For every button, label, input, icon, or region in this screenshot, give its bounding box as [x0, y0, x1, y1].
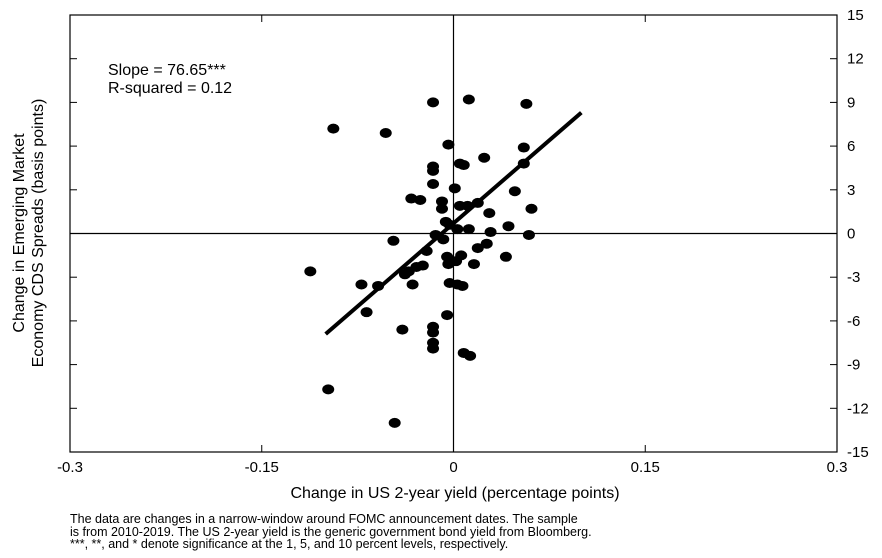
y-tick-label: 9 [847, 94, 855, 111]
data-point [456, 280, 469, 291]
x-axis-title: Change in US 2-year yield (percentage po… [290, 485, 619, 502]
data-point [322, 384, 335, 395]
data-point [484, 227, 497, 238]
data-point [427, 165, 440, 176]
data-point [388, 417, 401, 428]
y-tick-label: -6 [847, 313, 860, 330]
y-tick-label: 15 [847, 7, 864, 24]
x-tick-label: 0 [449, 459, 457, 476]
data-point [442, 259, 455, 270]
footnote-line-2: is from 2010-2019. The US 2-year yield i… [70, 524, 592, 539]
x-tick-label: 0.15 [631, 459, 660, 476]
footnote-line-1: The data are changes in a narrow-window … [70, 512, 578, 526]
data-point [427, 327, 440, 338]
data-point [355, 279, 368, 290]
data-point [517, 142, 530, 153]
y-tick-label: -12 [847, 400, 869, 417]
footnote-line-3: ***, **, and * denote significance at th… [70, 537, 509, 551]
y-tick-label: 0 [847, 226, 855, 243]
data-point [455, 250, 468, 261]
data-point [462, 94, 475, 105]
data-point [525, 203, 538, 214]
data-point [502, 221, 515, 232]
data-point [483, 208, 496, 219]
data-point [448, 183, 461, 194]
data-point [435, 203, 448, 214]
footnote: The data are changes in a narrow-window … [70, 513, 860, 551]
data-point [442, 139, 455, 150]
data-point [467, 259, 480, 270]
data-point [435, 196, 448, 207]
data-point [520, 98, 533, 109]
axis-ticks: -0.3 -0.15 0 0.15 0.3 15 12 9 6 3 0 -3 -6 -9 -12 -15 [57, 7, 869, 476]
data-point [304, 266, 317, 277]
data-point [396, 324, 409, 335]
r-squared-annotation: R-squared = 0.12 [108, 80, 232, 97]
y-tick-label: 6 [847, 138, 855, 155]
data-point [451, 224, 464, 235]
data-point [387, 235, 400, 246]
y-axis-title-line2: Economy CDS Spreads (basis points) [30, 99, 47, 368]
data-point [405, 193, 418, 204]
data-point [480, 238, 493, 249]
data-point [414, 194, 427, 205]
data-point [398, 269, 411, 280]
data-point [427, 97, 440, 108]
y-tick-label: -9 [847, 357, 860, 374]
fit-line [324, 111, 583, 336]
scatter-chart: -0.3 -0.15 0 0.15 0.3 15 12 9 6 3 0 -3 -6 -9 -12 -15 Sl… [11, 7, 869, 502]
x-tick-label: 0.3 [827, 459, 848, 476]
data-point [457, 160, 470, 171]
data-points [304, 94, 538, 428]
slope-annotation: Slope = 76.65*** [108, 62, 226, 79]
data-point [427, 343, 440, 354]
y-tick-label: -15 [847, 444, 869, 461]
x-tick-label: -0.3 [57, 459, 83, 476]
data-point [379, 127, 392, 138]
data-point [327, 123, 340, 134]
data-point [427, 178, 440, 189]
data-point [464, 350, 477, 361]
data-point [471, 243, 484, 254]
data-point [508, 186, 521, 197]
data-point [499, 251, 512, 262]
data-point [462, 224, 475, 235]
data-point [360, 307, 373, 318]
y-tick-label: -3 [847, 269, 860, 286]
y-axis-title-line1: Change in Emerging Market [11, 133, 28, 333]
fit-line-group [324, 111, 583, 336]
data-point [406, 279, 419, 290]
zero-lines [70, 15, 837, 452]
x-tick-label: -0.15 [245, 459, 279, 476]
y-tick-label: 3 [847, 182, 855, 199]
data-point [522, 229, 535, 240]
data-point [441, 310, 454, 321]
y-tick-label: 12 [847, 51, 864, 68]
data-point [478, 152, 491, 163]
